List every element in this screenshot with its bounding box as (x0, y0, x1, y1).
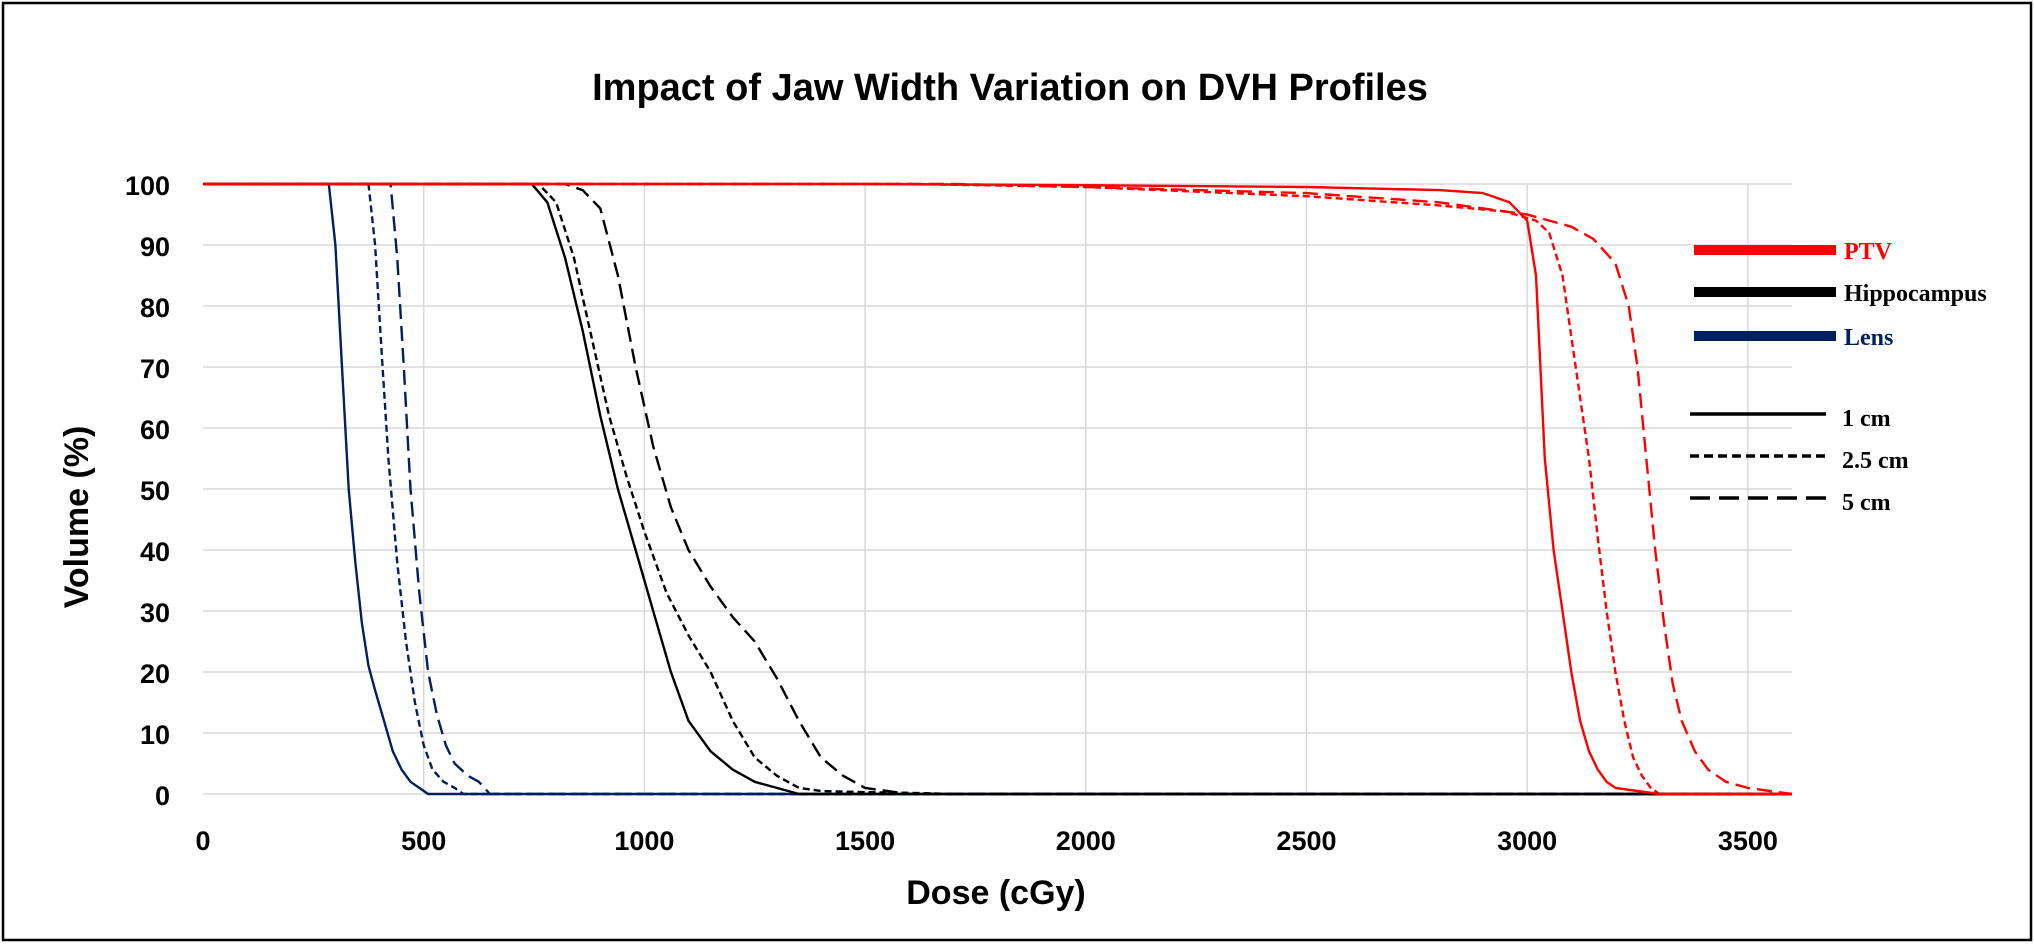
legend-label-lens: Lens (1844, 325, 1893, 351)
x-tick-labels: 0 500 1000 1500 2000 2500 3000 3500 (195, 826, 1777, 856)
y-tick-label: 0 (155, 781, 170, 811)
y-tick-label: 90 (140, 232, 170, 262)
legend-label-5-cm: 5 cm (1842, 490, 1891, 516)
series-ptv-5-cm (203, 182, 1793, 796)
series-layer (203, 182, 1793, 796)
series-ptv-2-5-cm (203, 182, 1792, 796)
chart-title: Impact of Jaw Width Variation on DVH Pro… (592, 67, 1428, 109)
series-lens-5-cm (203, 182, 1792, 796)
x-tick-label: 1000 (614, 826, 674, 856)
x-tick-label: 500 (401, 826, 446, 856)
y-tick-labels: 0 10 20 30 40 50 60 70 80 90 100 (125, 171, 170, 811)
y-tick-label: 60 (140, 415, 170, 445)
y-tick-label: 20 (140, 659, 170, 689)
x-axis-label: Dose (cGy) (906, 874, 1086, 912)
series-hippocampus-2-5-cm (203, 182, 1792, 796)
x-tick-label: 2000 (1056, 826, 1116, 856)
y-tick-label: 70 (140, 354, 170, 384)
x-tick-label: 2500 (1276, 826, 1336, 856)
series-lens-2-5-cm (203, 182, 1792, 796)
y-tick-label: 40 (140, 537, 170, 567)
y-tick-label: 50 (140, 476, 170, 506)
series-hippocampus-5-cm (203, 182, 1792, 796)
x-tick-label: 0 (195, 826, 210, 856)
legend-label-1-cm: 1 cm (1842, 406, 1891, 432)
y-tick-label: 100 (125, 171, 170, 201)
x-tick-label: 3000 (1497, 826, 1557, 856)
y-tick-label: 80 (140, 293, 170, 323)
x-tick-label: 1500 (835, 826, 895, 856)
x-tick-label: 3500 (1718, 826, 1778, 856)
series-hippocampus-1-cm (203, 182, 1792, 796)
legend-label-ptv: PTV (1844, 239, 1893, 265)
legend: PTV Hippocampus Lens 1 cm 2.5 cm 5 cm (1690, 239, 1987, 516)
series-ptv-1-cm (203, 182, 1792, 796)
series-lens-1-cm (203, 182, 1792, 796)
legend-label-2-5-cm: 2.5 cm (1842, 448, 1909, 474)
y-tick-label: 10 (140, 720, 170, 750)
legend-label-hippocampus: Hippocampus (1844, 281, 1987, 307)
y-tick-label: 30 (140, 598, 170, 628)
y-axis-label: Volume (%) (58, 426, 96, 609)
